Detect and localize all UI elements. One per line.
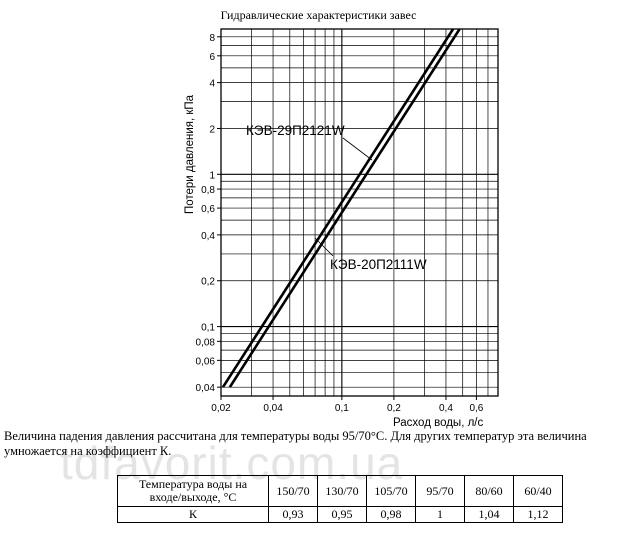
hydraulic-chart: 0,02 0,04 0,1 0,2 0,4 0,6 8 6 4 2 1 0,8 0,6 0,4 0,2 0,1… xyxy=(184,28,499,429)
k-cell: 0,93 xyxy=(268,506,318,523)
series-label-2: КЭВ-20П2111W xyxy=(330,257,427,272)
chart-grid xyxy=(220,28,499,397)
y-tick-label: 0,08 xyxy=(196,337,216,348)
y-tick-label: 0,8 xyxy=(201,185,215,196)
leader-line-1 xyxy=(342,137,373,161)
y-tick-label: 2 xyxy=(209,124,215,135)
plot-frame xyxy=(220,28,499,397)
x-tick-label: 0,6 xyxy=(469,403,483,414)
k-cell: 1,04 xyxy=(464,506,514,523)
temp-cell: 80/60 xyxy=(464,475,514,507)
k-cell: 1 xyxy=(415,506,465,523)
x-tick-label: 0,02 xyxy=(211,403,231,414)
k-table: Температура воды на входе/выходе, °С 150… xyxy=(117,475,563,523)
temp-cell: 60/40 xyxy=(513,475,563,507)
k-label: К xyxy=(117,506,269,523)
y-tick-label: 0,6 xyxy=(201,204,215,215)
leader-line-2 xyxy=(314,237,334,257)
y-tick-label: 4 xyxy=(209,79,215,90)
x-axis-label: Расход воды, л/с xyxy=(393,417,483,429)
series-label-1: КЭВ-29П2121W xyxy=(246,123,345,138)
table-row: К 0,93 0,95 0,98 1 1,04 1,12 xyxy=(117,506,563,523)
chart-ticks: 0,02 0,04 0,1 0,2 0,4 0,6 8 6 4 2 1 0,8 0,6 0,4 0,2 0,1… xyxy=(196,33,484,414)
y-tick-label: 8 xyxy=(209,33,215,44)
k-cell: 0,98 xyxy=(366,506,416,523)
x-tick-label: 0,4 xyxy=(439,403,453,414)
k-cell: 1,12 xyxy=(513,506,563,523)
temp-cell: 105/70 xyxy=(366,475,416,507)
x-tick-label: 0,1 xyxy=(335,403,349,414)
chart-series xyxy=(221,29,461,388)
series-line-1 xyxy=(221,29,455,388)
y-axis-label: Потери давления, кПа xyxy=(184,94,196,214)
x-tick-label: 0,2 xyxy=(387,403,401,414)
series-line-2 xyxy=(228,29,461,388)
y-tick-label: 0,1 xyxy=(201,323,215,334)
y-tick-label: 0,2 xyxy=(201,277,215,288)
x-tick-label: 0,04 xyxy=(263,403,283,414)
y-tick-label: 0,04 xyxy=(196,383,216,394)
temp-cell: 95/70 xyxy=(415,475,465,507)
y-tick-label: 1 xyxy=(209,170,215,181)
temp-cell: 150/70 xyxy=(268,475,318,507)
temperature-header: Температура воды на входе/выходе, °С xyxy=(117,475,269,507)
temp-cell: 130/70 xyxy=(317,475,367,507)
y-tick-label: 0,4 xyxy=(201,231,215,242)
y-tick-label: 6 xyxy=(209,52,215,63)
k-cell: 0,95 xyxy=(317,506,367,523)
chart-title: Гидравлические характеристики завес xyxy=(220,8,417,22)
table-row: Температура воды на входе/выходе, °С 150… xyxy=(117,475,563,507)
chart-labels: КЭВ-29П2121W КЭВ-20П2111W Потери давления,… xyxy=(184,94,483,429)
y-tick-label: 0,06 xyxy=(196,356,216,367)
note-text: Величина падения давления рассчитана для… xyxy=(4,429,587,458)
